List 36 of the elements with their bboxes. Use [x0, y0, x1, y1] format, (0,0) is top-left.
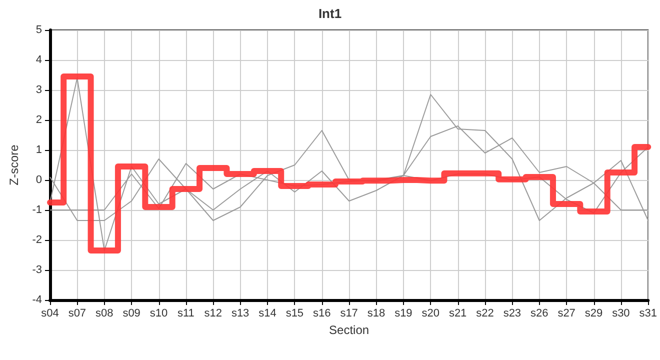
x-tick-label: s09: [122, 308, 140, 320]
x-tick-label: s13: [231, 308, 250, 320]
x-tick-label: s31: [639, 308, 658, 320]
x-tick-label: s30: [612, 308, 630, 320]
x-tick-label: s27: [558, 308, 576, 320]
y-tick-label: -2: [32, 234, 42, 246]
y-tick-label: 2: [36, 114, 42, 126]
x-tick-label: s16: [313, 308, 331, 320]
x-tick-label: s14: [258, 308, 276, 320]
x-tick-label: s21: [448, 308, 467, 320]
x-tick-label: s17: [340, 308, 358, 320]
x-tick-label: s29: [584, 308, 603, 320]
x-tick-label: s15: [286, 308, 304, 320]
x-axis-title: Section: [329, 322, 370, 337]
y-tick-label: 1: [36, 144, 42, 156]
x-tick-label: s07: [68, 308, 86, 320]
x-tick-label: s22: [476, 308, 494, 320]
x-tick-label: s26: [530, 308, 548, 320]
y-tick-label: 3: [36, 84, 42, 96]
x-tick-label: s19: [394, 308, 412, 320]
x-tick-label: s08: [96, 308, 114, 320]
y-tick-label: 5: [36, 24, 42, 36]
y-tick-label: -3: [32, 264, 42, 276]
y-axis-title: Z-score: [7, 144, 21, 186]
y-tick-label: -1: [32, 204, 42, 216]
y-tick-label: -4: [32, 294, 42, 306]
x-tick-label: s11: [177, 308, 194, 320]
x-tick-label: s10: [150, 308, 168, 320]
x-tick-label: s23: [503, 308, 522, 320]
y-tick-label: 4: [36, 54, 42, 66]
chart-title: Int1: [318, 6, 342, 21]
x-tick-label: s12: [204, 308, 222, 320]
y-tick-label: 0: [36, 174, 42, 186]
x-tick-label: s20: [422, 308, 440, 320]
x-tick-label: s18: [367, 308, 386, 320]
x-tick-label: s04: [41, 308, 59, 320]
